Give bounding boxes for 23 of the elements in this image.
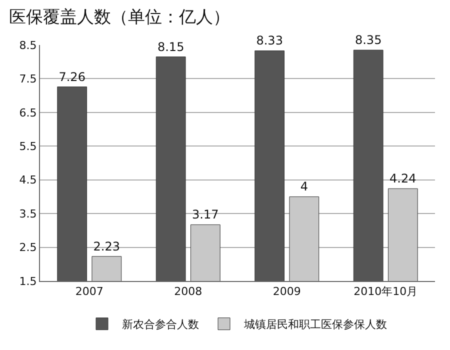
data-label: 8.15	[157, 40, 184, 54]
text: 8.5	[19, 38, 37, 52]
legend-label: 城镇居民和职工医保参保人数	[243, 318, 387, 332]
text: 6.5	[19, 106, 37, 120]
x-tick-label: 2009	[272, 285, 301, 298]
text: 2.5	[19, 241, 37, 254]
text: 4.5	[19, 174, 37, 187]
legend-label: 新农合参合人数	[122, 318, 199, 332]
data-label: 8.33	[256, 34, 283, 48]
text: 5.5	[19, 140, 37, 153]
data-label: 7.26	[58, 70, 86, 84]
data-label: 4	[300, 180, 308, 194]
x-tick-label: 2007	[75, 285, 104, 298]
data-label: 4.24	[390, 172, 416, 186]
x-tick-label: 2010年10月	[354, 285, 418, 298]
data-label: 2.23	[93, 239, 120, 254]
chart-title: 医保覆盖人数（单位：亿人）	[9, 7, 230, 28]
text: 1.5	[19, 274, 37, 288]
data-label: 3.17	[192, 208, 219, 222]
data-label: 8.35	[354, 33, 382, 48]
x-tick-label: 2008	[174, 285, 202, 298]
text: 3.5	[19, 207, 37, 220]
text: 7.5	[19, 72, 37, 86]
